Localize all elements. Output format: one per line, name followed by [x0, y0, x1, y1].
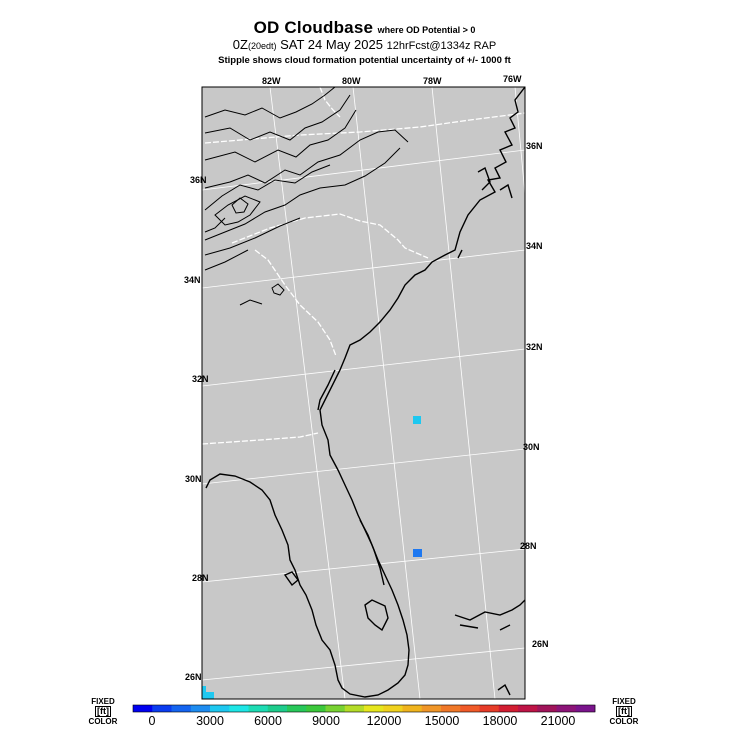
cloudbase-cell-2 — [413, 549, 422, 557]
parallel-26n — [202, 647, 525, 681]
colorbar-swatch — [267, 705, 288, 712]
colorbar-swatch — [248, 705, 269, 712]
colorbar-swatch — [402, 705, 423, 712]
colorbar-swatch — [383, 705, 403, 712]
colorbar-swatch — [498, 705, 519, 712]
colorbar-swatch — [306, 705, 326, 712]
lat-right-28n: 28N — [520, 541, 537, 551]
chart-title: OD Cloudbase where OD Potential > 0 — [0, 18, 729, 38]
lat-left-32n: 32N — [192, 374, 209, 384]
colorbar-swatch — [190, 705, 211, 712]
map-frame — [201, 86, 526, 700]
tn-line — [319, 87, 341, 118]
lat-right-26n: 26N — [532, 639, 549, 649]
colorbar — [132, 704, 596, 713]
coastline — [205, 87, 525, 698]
colorbar-swatch — [441, 705, 461, 712]
colorbar-tick-0: 0 — [148, 714, 156, 728]
run-date: SAT 24 May 2025 — [280, 37, 383, 52]
title-main: OD Cloudbase — [253, 18, 374, 37]
graticule — [202, 87, 525, 699]
colorbar-swatch — [537, 705, 557, 712]
colorbar-swatch — [152, 705, 172, 712]
colorbar-swatch — [364, 705, 384, 712]
colorbar-swatch — [325, 705, 346, 712]
lat-right-36n: 36N — [526, 141, 543, 151]
lat-left-34n: 34N — [184, 275, 201, 285]
parallel-28n — [202, 548, 525, 583]
colorbar-swatch — [344, 705, 365, 712]
parallel-30n — [202, 448, 525, 485]
stipple-note: Stipple shows cloud formation potential … — [218, 55, 511, 66]
parallel-36n — [202, 149, 525, 191]
cloudbase-cell-1 — [413, 416, 421, 424]
state-borders — [202, 87, 525, 445]
legend-left-bottom: COLOR — [88, 717, 118, 726]
cloudbase-cell-3 — [202, 686, 214, 699]
legend-right-bottom: COLOR — [609, 717, 639, 726]
lat-left-36n: 36N — [190, 175, 207, 185]
lat-right-30n: 30N — [523, 442, 540, 452]
colorbar-swatch — [210, 705, 230, 712]
nc-sc-border — [231, 213, 429, 259]
colorbar-tick-3000: 3000 — [196, 714, 224, 728]
run-prefix: 0Z — [232, 37, 248, 52]
va-nc-border — [204, 112, 525, 144]
title-note: where OD Potential > 0 — [377, 25, 476, 35]
sc-ga-border — [254, 249, 337, 357]
colorbar-swatch — [518, 705, 538, 712]
lat-left-28n: 28N — [192, 573, 209, 583]
terrain-contours — [204, 87, 409, 271]
run-local: (20edt) — [247, 41, 277, 51]
colorbar-swatch — [460, 705, 480, 712]
forecast-info: 12hrFcst@1334z RAP — [386, 40, 497, 52]
colorbar-tick-9000: 9000 — [312, 714, 340, 728]
lat-left-26n: 26N — [185, 672, 202, 682]
colorbar-frame — [132, 704, 596, 713]
legend-left-top: FIXED — [91, 697, 115, 706]
colorbar-swatch — [556, 705, 577, 712]
colorbar-swatch — [479, 705, 500, 712]
colorbar-swatch — [133, 705, 153, 712]
lon-label-78w: 78W — [423, 76, 442, 86]
colorbar-swatch — [575, 705, 596, 712]
run-line: 0Z(20edt) SAT 24 May 2025 12hrFcst@1334z… — [0, 37, 729, 52]
meridian-80w — [352, 87, 421, 699]
lon-label-76w: 76W — [503, 74, 522, 84]
parallel-32n — [202, 348, 525, 387]
ga-fl-border — [202, 432, 319, 445]
legend-right-top: FIXED — [612, 697, 636, 706]
lon-label-80w: 80W — [342, 76, 361, 86]
colorbar-swatch — [287, 705, 307, 712]
lat-left-30n: 30N — [185, 474, 202, 484]
lat-right-34n: 34N — [526, 241, 543, 251]
lakes — [239, 283, 285, 306]
legend-right: FIXED [ft] COLOR — [607, 697, 641, 726]
colorbar-swatch — [171, 705, 192, 712]
colorbar-tick-12000: 12000 — [366, 714, 402, 728]
legend-right-unit: [ft] — [616, 706, 632, 717]
colorbar-tick-15000: 15000 — [424, 714, 460, 728]
colorbar-tick-6000: 6000 — [254, 714, 282, 728]
meridian-78w — [431, 87, 496, 699]
colorbar-swatch — [229, 705, 249, 712]
colorbar-swatch — [421, 705, 442, 712]
colorbar-tick-21000: 21000 — [540, 714, 576, 728]
colorbar-tick-18000: 18000 — [482, 714, 518, 728]
parallel-34n — [202, 249, 525, 289]
legend-left: FIXED [ft] COLOR — [86, 697, 120, 726]
meridian-82w — [269, 87, 346, 699]
legend-left-unit: [ft] — [95, 706, 111, 717]
map-background — [202, 87, 525, 699]
lon-label-82w: 82W — [262, 76, 281, 86]
lat-right-32n: 32N — [526, 342, 543, 352]
